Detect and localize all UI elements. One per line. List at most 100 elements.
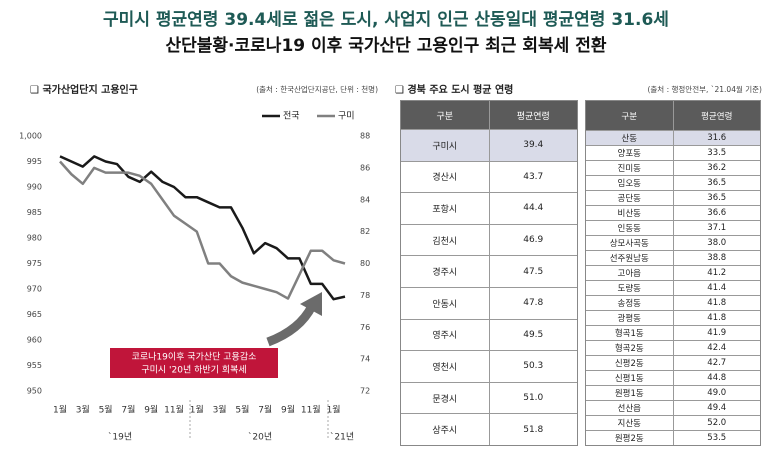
table-row: 지산동 52.0 [586,415,760,430]
x-tick-label: 5월 [99,404,113,416]
table-cell: 36.5 [672,176,761,190]
table-header: 구분 평균연령 [401,101,577,129]
x-tick-label: 9월 [281,404,295,416]
table-cell: 고아읍 [617,269,641,279]
y2-tick-label: 74 [360,355,370,364]
table-cell: 비산동 [617,209,641,219]
table-cell: 52.0 [672,416,761,430]
table-cell: 44.4 [488,193,578,224]
table-row: 문경시 51.0 [401,381,578,414]
table-row: 안동시 47.8 [401,286,578,319]
table-row: 산동 31.6 [586,130,760,145]
chart-source: (출처 : 한국산업단지공단, 단위 : 천명) [256,84,378,94]
table-row: 진미동 36.2 [586,160,760,175]
main-title: 구미시 평균연령 39.4세로 젊은 도시, 사업지 인근 산동일대 평균연령 … [103,9,669,30]
table-cell: 영주시 [432,331,458,342]
y2-tick-label: 88 [360,132,370,141]
y-tick-label: 980 [27,234,42,243]
table-cell: 41.8 [672,311,761,325]
table-row: 김천시 46.9 [401,223,577,256]
x-group-label: `21년 [330,432,354,443]
y2-tick-label: 86 [360,163,370,172]
table-cell: 안동시 [432,299,458,310]
table-cell: 형곡1동 [614,329,644,339]
line-series [59,155,346,301]
header-cell: 평균연령 [672,101,761,130]
table-cell: 49.0 [672,386,761,400]
table-cell: 도량동 [617,284,641,294]
legend-label: 전국 [283,111,300,122]
table-row: 신평1동 44.8 [586,370,760,385]
table-cell: 경산시 [432,173,458,184]
table-cell: 상모사곡동 [609,239,649,249]
y-tick-label: 1,000 [19,132,42,141]
x-tick-label: 1월 [327,404,341,416]
table-row: 형곡2동 42.4 [586,340,760,355]
annotation: 코로나19이후 국가산단 고용감소 [132,351,257,363]
table-cell: 39.4 [488,130,578,161]
y2-tick-label: 72 [360,387,370,396]
x-tick-label: 9월 [144,404,158,416]
x-tick-label: 1월 [53,404,67,416]
table-row: 경산시 43.7 [401,160,578,193]
table-cell: 41.2 [672,266,761,280]
table: 구분 평균연령 산동 31.6 양포동 33.5 진미동 36.2 임오동 36.5 공단동 36.5… [585,100,761,446]
table-cell: 51.0 [488,382,578,414]
table-row: 상주시 51.8 [401,413,577,445]
y2-tick-label: 80 [360,259,370,268]
table-title: ❑ 경북 주요 도시 평균 연령 [395,83,513,96]
table-cell: 영천시 [432,362,458,373]
table-cell: 53.5 [672,431,761,445]
table-row: 영주시 49.5 [401,318,577,351]
y-tick-label: 965 [27,310,42,319]
y-tick-label: 960 [27,336,42,345]
table-cell: 선산읍 [617,404,641,414]
table-cell: 원평1동 [614,389,644,399]
annotation-box [110,348,278,378]
table-cell: 42.7 [672,356,761,370]
y-tick-label: 975 [27,259,42,268]
table-row: 형곡1동 41.9 [586,325,760,340]
table-cell: 구미시 [432,141,458,152]
line-series [59,160,346,300]
table-cell: 광평동 [617,314,641,324]
table-row: 임오동 36.5 [586,175,760,190]
table-row: 선산읍 49.4 [586,400,760,415]
table-cell: 포항시 [432,204,458,215]
table-row: 양포동 33.5 [586,145,760,160]
table-cell: 상주시 [432,426,458,437]
table-cell: 문경시 [432,394,458,405]
table-cell: 50.3 [488,351,578,382]
y-tick-label: 990 [27,183,42,192]
table-cell: 41.4 [672,281,761,295]
table-cell: 신평1동 [614,374,644,384]
table-cell: 경주시 [432,268,458,279]
table-cell: 신평2동 [614,359,644,369]
table-cell: 31.6 [672,131,761,145]
table-cell: 44.8 [672,371,761,385]
table-cell: 41.8 [672,296,761,310]
table-cell: 형곡2동 [614,344,644,354]
x-tick-label: 1월 [190,404,204,416]
table-cell: 47.8 [488,287,578,319]
table-cell: 36.2 [672,161,761,175]
header-cell: 구분 [621,111,638,122]
y2-tick-label: 78 [360,291,370,300]
table-cell: 산동 [621,134,638,144]
table-cell: 송정동 [617,299,641,309]
table-row: 포항시 44.4 [401,192,577,224]
table-cell: 36.6 [672,206,761,220]
table-cell: 49.4 [672,401,761,415]
table-cell: 33.5 [672,146,761,160]
table-row: 광평동 41.8 [586,310,760,325]
table-source: (출처 : 행정안전부, `21.04월 기준) [647,84,762,94]
table-cell: 김천시 [432,236,458,247]
table-cell: 42.4 [672,341,761,355]
header-cell: 평균연령 [488,101,578,129]
table-cell: 43.7 [488,161,578,193]
table-row: 영천시 50.3 [401,350,577,382]
table-row: 신평2동 42.7 [586,355,760,370]
y-tick-label: 995 [27,157,42,166]
y2-tick-label: 82 [360,227,370,236]
